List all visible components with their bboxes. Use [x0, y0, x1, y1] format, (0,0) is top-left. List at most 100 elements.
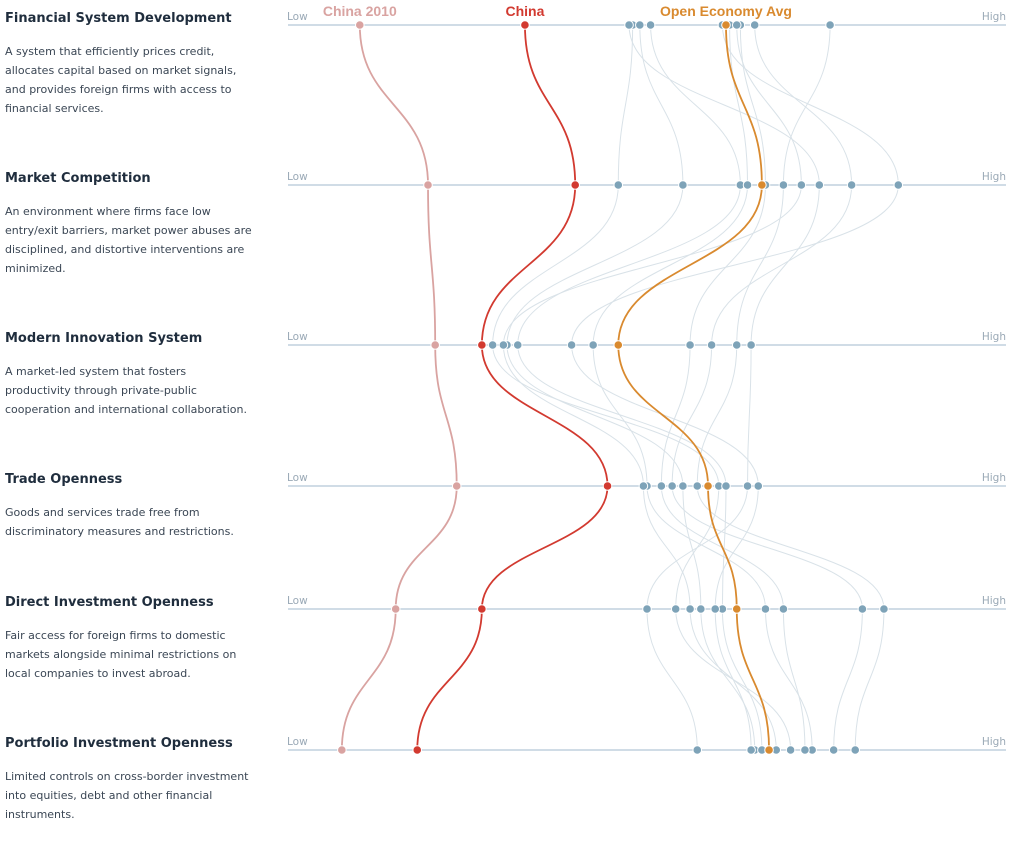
- other-data-point: [785, 745, 796, 755]
- series-line: [416, 24, 609, 751]
- dimension-title: Direct Investment Openness: [5, 595, 214, 610]
- series-data-point: [337, 745, 347, 755]
- axes: Low High Low High Low High Low High Low High Low Hi…: [287, 11, 1006, 751]
- other-series-line: [492, 24, 792, 751]
- other-data-point: [692, 745, 703, 755]
- dimension-title: Financial System Development: [5, 11, 232, 26]
- series-data-point: [451, 481, 462, 491]
- other-data-point: [498, 340, 509, 350]
- axis-low-label: Low: [287, 472, 308, 484]
- other-data-point: [685, 604, 695, 614]
- other-data-point: [828, 745, 839, 755]
- other-data-point: [753, 481, 764, 491]
- dimension-title: Portfolio Investment Openness: [5, 736, 233, 751]
- dimension-block: Direct Investment Openness Fair access fo…: [5, 595, 253, 683]
- other-data-point: [685, 340, 695, 350]
- other-series-line: [502, 24, 802, 751]
- series-data-point: [703, 481, 713, 491]
- other-data-point: [642, 604, 652, 614]
- other-data-point: [850, 745, 861, 755]
- dimension-description: A system that efficiently prices credit,…: [5, 45, 237, 115]
- other-data-point: [613, 180, 624, 190]
- dimension-block: Modern Innovation System A market-led sys…: [5, 331, 253, 419]
- series-data-point: [430, 340, 440, 350]
- dimension-block: Trade Openness Goods and services trade f…: [5, 472, 253, 541]
- other-data-point: [588, 340, 598, 350]
- series-data-point: [570, 180, 581, 190]
- other-data-point: [638, 481, 649, 491]
- other-data-point: [731, 20, 742, 30]
- other-data-point: [692, 481, 703, 491]
- series-label: China 2010: [323, 3, 397, 19]
- other-data-point: [814, 180, 825, 190]
- other-data-point: [846, 180, 857, 190]
- axis-high-label: High: [982, 595, 1006, 607]
- other-data-point: [731, 340, 742, 350]
- other-data-point: [857, 604, 868, 614]
- dimension-block: Portfolio Investment Openness Limited con…: [5, 736, 253, 824]
- series-data-point: [613, 340, 624, 350]
- highlighted-series: [340, 24, 770, 751]
- dimension-description: Limited controls on cross-border investm…: [5, 770, 249, 821]
- series-data-point: [477, 604, 487, 614]
- axis-low-label: Low: [287, 331, 308, 343]
- other-series: [492, 24, 899, 751]
- dimension-block: Market Competition An environment where f…: [5, 171, 253, 278]
- other-data-point: [760, 604, 771, 614]
- dimension-description: Goods and services trade free from discr…: [5, 506, 234, 538]
- series-line: [340, 24, 458, 751]
- other-data-point: [710, 604, 721, 614]
- other-data-point: [721, 481, 731, 491]
- other-data-point: [566, 340, 577, 350]
- axis-high-label: High: [982, 736, 1006, 748]
- data-points: [337, 20, 904, 755]
- other-data-point: [746, 340, 756, 350]
- other-data-point: [696, 604, 706, 614]
- other-data-point: [800, 745, 810, 755]
- other-data-point: [746, 745, 756, 755]
- other-data-point: [678, 180, 688, 190]
- other-series-line: [592, 24, 813, 751]
- dimension-block: Financial System Development A system tha…: [5, 11, 253, 118]
- dimension-title: Market Competition: [5, 171, 151, 186]
- other-data-point: [742, 481, 753, 491]
- other-data-point: [512, 340, 523, 350]
- other-series-line: [671, 24, 863, 751]
- other-data-point: [893, 180, 904, 190]
- other-data-point: [656, 481, 667, 491]
- other-series-line: [506, 24, 756, 751]
- other-data-point: [879, 604, 889, 614]
- axis-high-label: High: [982, 11, 1006, 23]
- other-data-point: [635, 20, 645, 30]
- series-data-point: [477, 340, 487, 350]
- dimension-description: Fair access for foreign firms to domesti…: [5, 629, 237, 680]
- axis-low-label: Low: [287, 736, 308, 748]
- axis-high-label: High: [982, 171, 1006, 183]
- axis-low-label: Low: [287, 11, 308, 23]
- other-data-point: [624, 20, 634, 30]
- series-data-point: [764, 745, 774, 755]
- axis-low-label: Low: [287, 595, 308, 607]
- series-data-point: [602, 481, 613, 491]
- other-data-point: [667, 481, 677, 491]
- series-data-point: [423, 180, 433, 190]
- series-data-point: [731, 604, 742, 614]
- other-data-point: [749, 20, 760, 30]
- other-series-line: [517, 24, 763, 751]
- axis-low-label: Low: [287, 171, 308, 183]
- other-data-point: [778, 604, 789, 614]
- other-series-line: [696, 24, 885, 751]
- series-data-point: [757, 180, 767, 190]
- series-data-point: [355, 20, 365, 30]
- series-data-point: [390, 604, 401, 614]
- dimension-title: Modern Innovation System: [5, 331, 203, 346]
- other-data-point: [796, 180, 807, 190]
- series-data-point: [721, 20, 731, 30]
- other-data-point: [778, 180, 789, 190]
- dimension-description: A market-led system that fosters product…: [5, 365, 247, 416]
- series-data-point: [412, 745, 423, 755]
- series-data-point: [520, 20, 530, 30]
- axis-high-label: High: [982, 472, 1006, 484]
